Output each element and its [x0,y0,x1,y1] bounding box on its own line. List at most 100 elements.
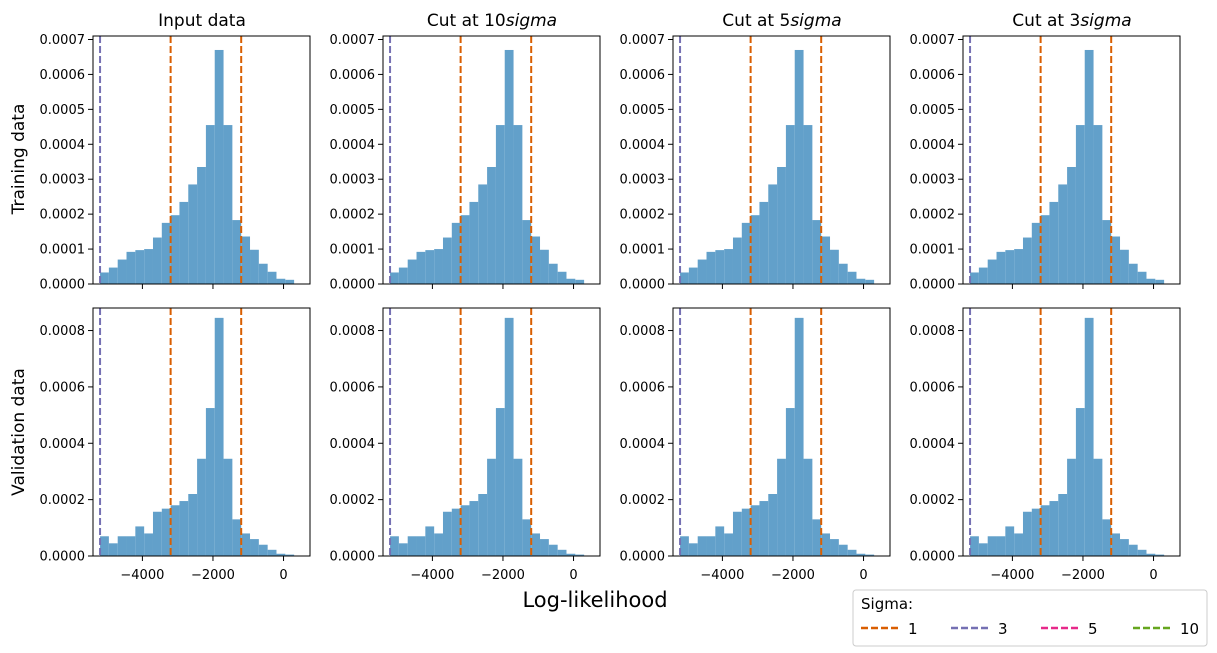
y-tick-label: 0.0006 [620,380,666,395]
histogram-bar [205,408,215,556]
subplot-r1-c2: 0.0000 0.0001 0.0002 0.0003 0.0004 0.0005 0.00… [330,33,601,293]
histogram-bar [557,549,567,556]
y-tick-label: 0.0004 [330,138,376,153]
row-label-validation: Validation data [9,368,29,496]
histogram-bar [812,519,822,556]
y-tick-label: 0.0000 [40,550,86,565]
histogram-bar [250,249,259,284]
histogram-bar [847,549,857,556]
histogram-bar [285,279,295,284]
y-tick-label: 0.0004 [910,437,956,452]
histogram-bar [706,251,716,284]
histogram-bar [416,536,426,556]
histogram-bar [1014,533,1023,556]
histogram-bar [179,501,189,556]
legend-frame [852,589,1208,647]
histogram-bar [1111,533,1121,556]
histogram-bar [540,249,549,284]
y-tick-label: 0.0004 [620,437,666,452]
histogram-bar [970,272,979,284]
subplot-r2-c3: 0.0000 0.0002 0.0004 0.0006 0.0008 −4000 −2000… [620,307,891,583]
y-tick-label: 0.0007 [40,33,86,48]
col-title-3: Cut at 5sigma [722,11,841,31]
histogram-bar [715,250,725,284]
y-tick-label: 0.0002 [40,208,86,223]
histogram-bar [276,553,286,556]
y-tick-label: 0.0002 [40,493,86,508]
histogram-bar [830,539,839,556]
histogram-bar [1058,184,1068,284]
histogram-bar [117,259,127,284]
histogram-bar [865,279,875,284]
histogram-bar [495,125,505,284]
histogram-bar [1120,539,1129,556]
histogram-bar [398,543,408,556]
histogram-bar [750,215,760,284]
histogram-bar [1155,279,1165,284]
histogram-bar [741,508,751,556]
histogram-bar [1005,250,1015,284]
histogram-bar [566,553,576,556]
histogram-bar [724,533,733,556]
histogram-bar [469,501,479,556]
y-tick-label: 0.0005 [330,103,376,118]
axes-frame [672,35,891,285]
axes-frame [672,307,891,557]
histogram-bar [522,220,532,284]
legend: Sigma: 1 3 5 10 [852,589,1208,647]
x-tick-label: −4000 [990,568,1034,583]
histogram-bar [1128,544,1138,556]
histogram-bar [996,536,1006,556]
histogram-bar [152,237,162,284]
histogram-bar [1014,249,1023,284]
histogram-bar [425,526,435,556]
histogram-bar [548,263,558,284]
histogram-bar [390,272,399,284]
histogram-bar [1093,458,1103,556]
histogram-bar [1049,201,1059,284]
histogram-bar [504,317,514,556]
histogram-bar [1067,458,1076,556]
histogram-bar [214,49,224,284]
histogram-bar [706,536,716,556]
y-tick-label: 0.0002 [910,208,956,223]
histogram-bar [205,125,215,284]
subplot-grid: 0.0000 0.0001 0.0002 0.0003 0.0004 0.0005 0.00… [40,33,1181,583]
histogram-bar [214,317,224,556]
histogram-bar [241,236,251,284]
histogram-bar [460,215,470,284]
y-tick-label: 0.0003 [330,173,376,188]
x-tick-label: 0 [569,568,577,583]
histogram-bar [715,526,725,556]
histogram-bar [741,222,751,284]
x-tick-label: −2000 [1061,568,1105,583]
y-tick-label: 0.0002 [620,493,666,508]
histogram-bar [794,317,804,556]
histogram-bar [548,544,558,556]
histogram-bar [188,494,198,556]
histogram-bar [170,505,180,556]
histogram-bar [978,267,988,284]
histogram-bar [1093,125,1103,284]
axes-frame [92,35,311,285]
y-tick-label: 0.0002 [330,493,376,508]
histogram-bar [398,267,408,284]
x-tick-label: −2000 [771,568,815,583]
histogram-bar [1155,554,1165,556]
histogram-bar [821,533,831,556]
axes-frame [962,35,1181,285]
y-tick-label: 0.0006 [620,68,666,83]
y-tick-label: 0.0003 [620,173,666,188]
y-tick-label: 0.0006 [40,68,86,83]
legend-label-5: 5 [1088,620,1098,638]
subplot-r2-c2: 0.0000 0.0002 0.0004 0.0006 0.0008 −4000 −2000… [330,307,601,583]
histogram-bar [1084,49,1094,284]
y-tick-label: 0.0006 [40,380,86,395]
histogram-bar [285,554,295,556]
histogram-bar [1137,271,1147,284]
y-tick-label: 0.0008 [620,324,666,339]
histogram-bar [451,222,461,284]
histogram-bar [856,278,866,284]
histogram-bar [258,263,268,284]
histogram-bar [575,279,585,284]
